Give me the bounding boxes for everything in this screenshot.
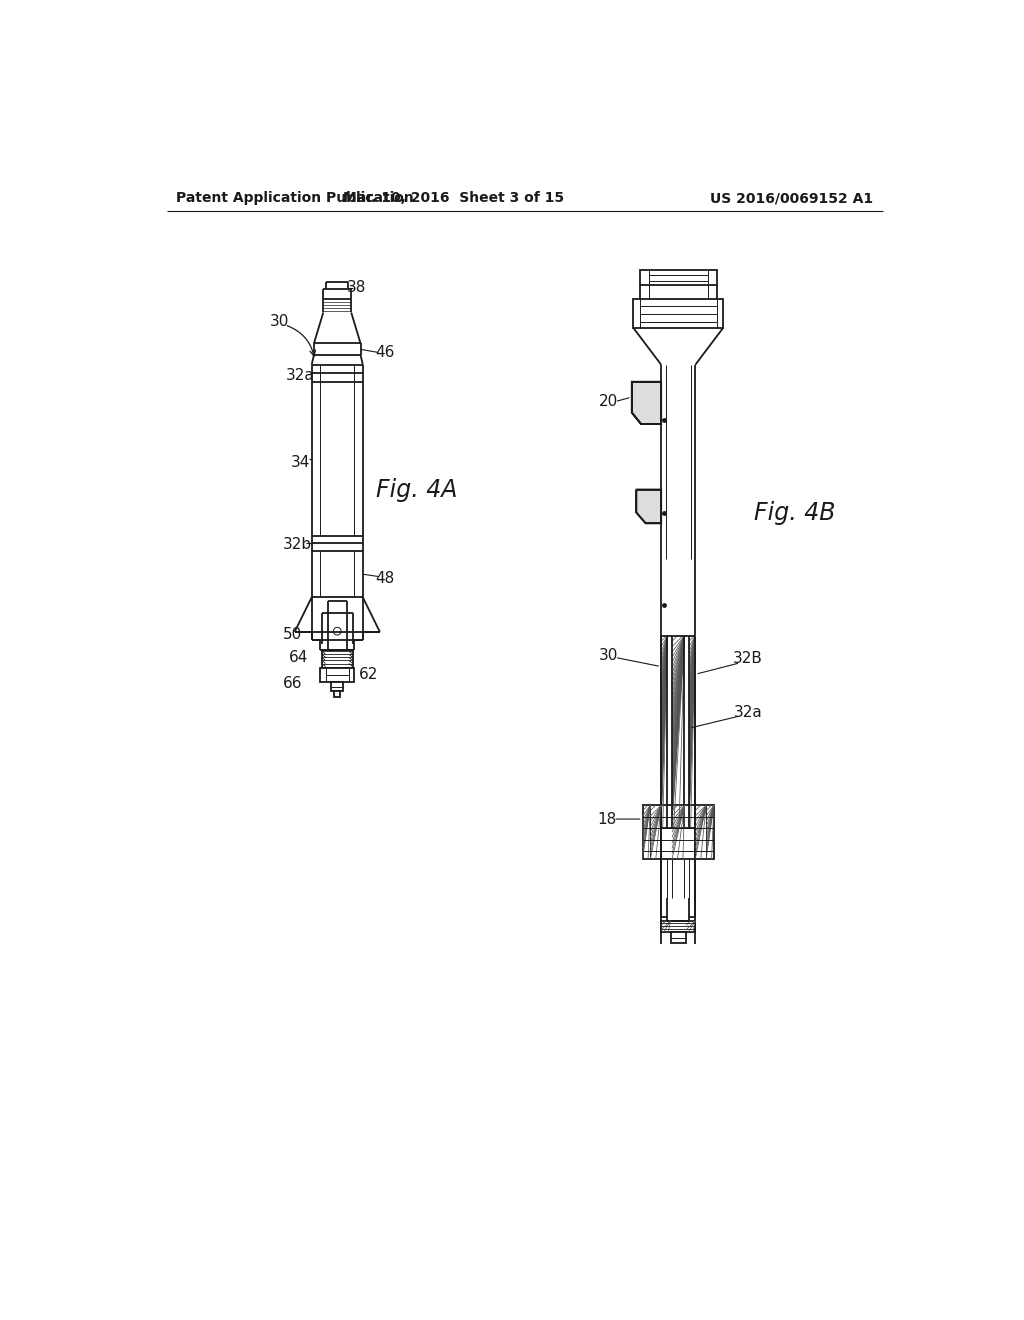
- Text: 34: 34: [291, 455, 309, 470]
- Bar: [671, 932, 686, 942]
- Text: 38: 38: [347, 280, 367, 296]
- Text: 32a: 32a: [286, 368, 314, 383]
- Text: 30: 30: [599, 648, 618, 663]
- Text: 66: 66: [284, 676, 303, 692]
- Text: US 2016/0069152 A1: US 2016/0069152 A1: [711, 191, 873, 206]
- Text: 32a: 32a: [733, 705, 763, 721]
- Polygon shape: [636, 490, 662, 524]
- Text: Fig. 4B: Fig. 4B: [754, 500, 836, 524]
- Text: 18: 18: [597, 812, 616, 826]
- Bar: [643, 805, 714, 859]
- Text: Fig. 4A: Fig. 4A: [376, 478, 457, 502]
- Bar: [321, 668, 354, 682]
- Bar: [331, 682, 343, 692]
- Text: Mar. 10, 2016  Sheet 3 of 15: Mar. 10, 2016 Sheet 3 of 15: [343, 191, 564, 206]
- Text: 32B: 32B: [733, 651, 763, 667]
- Bar: [640, 271, 717, 285]
- Text: 30: 30: [269, 314, 289, 329]
- Text: 32b: 32b: [283, 537, 311, 553]
- Text: 50: 50: [283, 627, 302, 642]
- Polygon shape: [632, 381, 662, 424]
- Bar: [633, 298, 723, 327]
- Bar: [334, 692, 340, 697]
- Text: 64: 64: [289, 649, 308, 665]
- Bar: [322, 649, 352, 668]
- Text: 62: 62: [358, 667, 378, 682]
- Bar: [662, 921, 695, 932]
- Circle shape: [334, 627, 341, 635]
- Text: Patent Application Publication: Patent Application Publication: [176, 191, 414, 206]
- Text: 46: 46: [376, 345, 395, 360]
- Text: 20: 20: [599, 395, 618, 409]
- Text: 48: 48: [376, 570, 395, 586]
